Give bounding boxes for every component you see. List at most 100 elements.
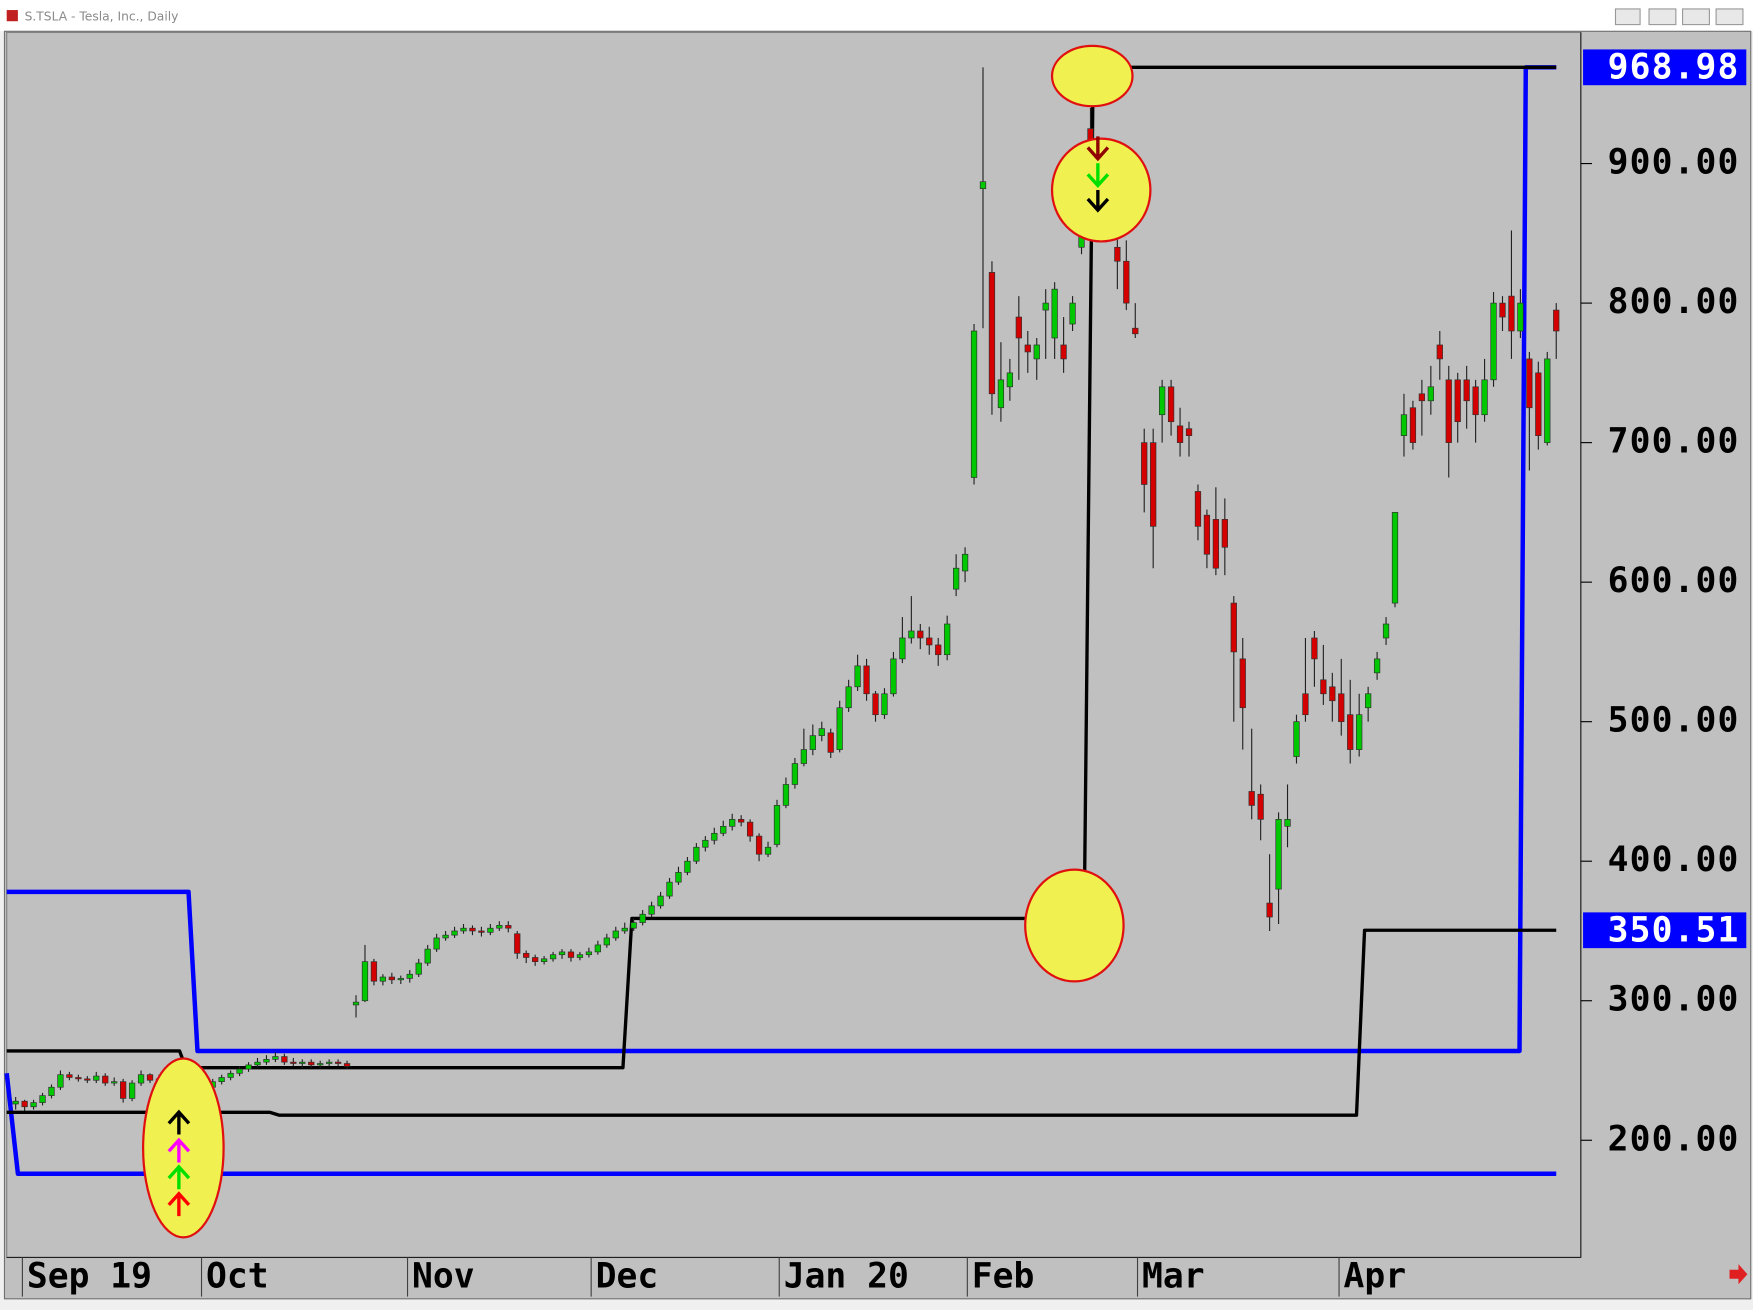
candle-body: [308, 1061, 315, 1066]
candle-body: [281, 1056, 288, 1063]
y-tick-label: 300.00: [1608, 980, 1740, 1020]
link-button[interactable]: [1614, 8, 1641, 26]
last-value-box: [1583, 49, 1747, 86]
candle-body: [370, 961, 378, 982]
candle-body: [630, 922, 637, 929]
candle-body: [1499, 302, 1506, 318]
candle-body: [1436, 344, 1443, 360]
candle-body: [1159, 386, 1166, 416]
x-tick-label: Dec: [596, 1257, 659, 1297]
candle-body: [406, 973, 413, 979]
candle-body: [890, 658, 897, 695]
candle-body: [1069, 302, 1076, 325]
candle-body: [299, 1061, 306, 1064]
y-tick-label: 600.00: [1608, 561, 1740, 601]
candle-body: [352, 1001, 360, 1006]
x-tick-label: Mar: [1142, 1257, 1205, 1297]
candle-body: [75, 1077, 82, 1080]
x-tick-label: Apr: [1344, 1257, 1407, 1297]
candle-body: [621, 927, 628, 932]
candle-body: [935, 644, 942, 656]
candle-body: [1472, 386, 1479, 416]
candle-body: [263, 1059, 270, 1063]
x-tick-label: Feb: [972, 1257, 1035, 1297]
x-tick-label: Sep 19: [27, 1257, 152, 1297]
candle-body: [702, 839, 709, 848]
candle-body: [1015, 316, 1022, 339]
candle-body: [791, 763, 799, 785]
candle-body: [1024, 344, 1031, 353]
maximize-button[interactable]: [1682, 8, 1710, 26]
candle-body: [93, 1075, 100, 1081]
candle-body: [1176, 425, 1184, 443]
minimize-button[interactable]: [1648, 8, 1677, 26]
highlight-ellipse: [1050, 44, 1134, 108]
candle-body: [496, 925, 503, 929]
channel-line: [4, 1073, 1557, 1176]
candle-body: [505, 925, 512, 929]
buy-arrow: [167, 1164, 191, 1190]
candle-body: [1230, 602, 1237, 653]
y-tick-label: 900.00: [1608, 143, 1740, 183]
channel-line: [6, 928, 1557, 1117]
candle-body: [1517, 302, 1524, 332]
candle-body: [66, 1074, 73, 1078]
app-icon: [6, 10, 18, 22]
annotations: [141, 44, 1152, 1239]
candle-body: [1239, 658, 1246, 709]
candle-body: [523, 952, 530, 958]
candle-body: [1454, 379, 1461, 423]
candle-body: [514, 933, 521, 954]
candle-body: [317, 1063, 324, 1066]
highlight-ellipse: [1050, 137, 1152, 243]
candle-body: [388, 976, 395, 981]
x-tick-label: Nov: [412, 1257, 475, 1297]
signal-arrows: [167, 136, 1110, 1217]
candle-body: [908, 630, 915, 639]
candle-body: [836, 707, 843, 750]
candle-body: [729, 819, 736, 827]
candle-body: [549, 954, 557, 960]
candle-body: [146, 1074, 154, 1081]
candle-body: [442, 934, 449, 939]
candle-body: [979, 181, 987, 190]
x-tick-label: Oct: [206, 1257, 269, 1297]
candle-body: [1114, 246, 1121, 262]
sell-arrow: [1086, 163, 1110, 189]
sell-arrow: [1086, 136, 1110, 162]
candle-body: [1033, 344, 1040, 360]
y-tick-label: 800.00: [1608, 282, 1740, 322]
candle-body: [1212, 519, 1220, 569]
candle-body: [334, 1061, 342, 1064]
candle-body: [1194, 491, 1202, 527]
candle-body: [711, 832, 718, 841]
candle-body: [1329, 686, 1336, 702]
candle-body: [926, 637, 933, 646]
buy-arrow: [167, 1137, 191, 1163]
candle-body: [1275, 819, 1282, 890]
candle-body: [1185, 428, 1193, 436]
y-tick-label: 500.00: [1608, 701, 1740, 741]
plot-area: [6, 31, 1582, 1259]
candle-body: [1087, 128, 1094, 141]
candle-body: [764, 846, 772, 855]
buy-arrow: [167, 1191, 191, 1217]
candle-body: [30, 1102, 37, 1108]
candle-body: [1365, 693, 1372, 709]
candle-body: [639, 913, 646, 923]
candle-body: [1490, 302, 1497, 381]
candle-body: [576, 954, 584, 958]
candle-body: [48, 1086, 55, 1096]
close-button[interactable]: [1715, 8, 1744, 26]
candle-body: [236, 1068, 243, 1074]
candle-body: [1553, 309, 1560, 332]
candle-body: [1526, 358, 1533, 409]
candle-body: [693, 846, 700, 862]
candle-body: [1257, 793, 1264, 820]
candle-body: [1400, 414, 1408, 436]
candle-body: [218, 1077, 225, 1082]
candle-body: [1544, 358, 1551, 443]
title-bar: [0, 0, 1753, 32]
candle-body: [102, 1075, 109, 1084]
